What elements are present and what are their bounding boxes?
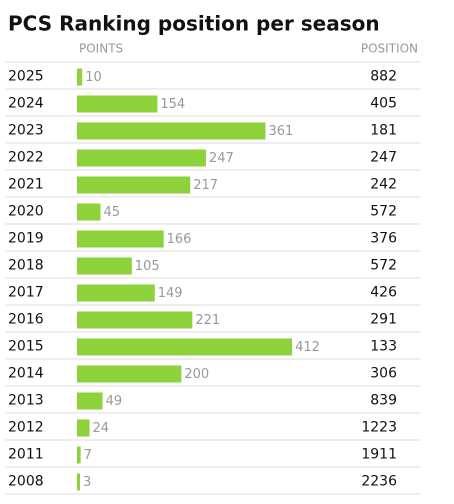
season: 2019 bbox=[8, 231, 44, 247]
position: 291 bbox=[370, 312, 397, 328]
points-bar bbox=[77, 176, 191, 194]
position: 1223 bbox=[361, 420, 397, 436]
points-bar bbox=[77, 392, 103, 410]
season: 2022 bbox=[8, 150, 44, 166]
points-bar bbox=[77, 122, 266, 140]
position: 242 bbox=[370, 177, 397, 193]
points-value: 361 bbox=[268, 124, 293, 139]
points-bar bbox=[77, 365, 182, 383]
season: 2017 bbox=[8, 285, 44, 301]
position-header: POSITION bbox=[361, 42, 418, 56]
points-bar bbox=[77, 284, 155, 302]
points-bar bbox=[77, 68, 83, 86]
points-bar bbox=[77, 203, 101, 221]
points-bar bbox=[77, 230, 164, 248]
position: 376 bbox=[370, 231, 397, 247]
points-header: POINTS bbox=[79, 42, 123, 56]
points-value: 3 bbox=[83, 475, 91, 490]
points-bar bbox=[77, 338, 293, 356]
points-value: 221 bbox=[195, 313, 220, 328]
position: 181 bbox=[370, 123, 397, 139]
points-bar bbox=[77, 446, 81, 464]
season: 2015 bbox=[8, 339, 44, 355]
points-value: 7 bbox=[84, 448, 92, 463]
title: PCS Ranking position per season bbox=[8, 12, 380, 36]
position: 1911 bbox=[361, 447, 397, 463]
points-bar bbox=[77, 311, 193, 329]
season: 2012 bbox=[8, 420, 44, 436]
position: 247 bbox=[370, 150, 397, 166]
position: 306 bbox=[370, 366, 397, 382]
points-value: 412 bbox=[295, 340, 320, 355]
season: 2014 bbox=[8, 366, 44, 382]
season: 2013 bbox=[8, 393, 44, 409]
points-bar bbox=[77, 95, 158, 113]
position: 133 bbox=[370, 339, 397, 355]
season: 2018 bbox=[8, 258, 44, 274]
position: 572 bbox=[370, 258, 397, 274]
points-value: 247 bbox=[209, 151, 234, 166]
season: 2008 bbox=[8, 474, 44, 490]
position: 882 bbox=[370, 69, 397, 85]
points-value: 24 bbox=[93, 421, 110, 436]
points-value: 166 bbox=[167, 232, 192, 247]
season: 2020 bbox=[8, 204, 44, 220]
season: 2023 bbox=[8, 123, 44, 139]
position: 839 bbox=[370, 393, 397, 409]
points-bar bbox=[77, 257, 132, 275]
position: 426 bbox=[370, 285, 397, 301]
season: 2024 bbox=[8, 96, 44, 112]
season: 2021 bbox=[8, 177, 44, 193]
position: 572 bbox=[370, 204, 397, 220]
points-bar bbox=[77, 419, 90, 437]
points-value: 49 bbox=[106, 394, 123, 409]
position: 2236 bbox=[361, 474, 397, 490]
season: 2025 bbox=[8, 69, 44, 85]
points-value: 105 bbox=[135, 259, 160, 274]
points-bar bbox=[77, 149, 206, 167]
points-value: 45 bbox=[103, 205, 120, 220]
points-value: 149 bbox=[158, 286, 183, 301]
position: 405 bbox=[370, 96, 397, 112]
season: 2016 bbox=[8, 312, 44, 328]
points-value: 217 bbox=[193, 178, 218, 193]
points-bar bbox=[77, 473, 80, 491]
season: 2011 bbox=[8, 447, 44, 463]
points-value: 154 bbox=[160, 97, 185, 112]
points-value: 200 bbox=[184, 367, 209, 382]
points-value: 10 bbox=[85, 70, 102, 85]
